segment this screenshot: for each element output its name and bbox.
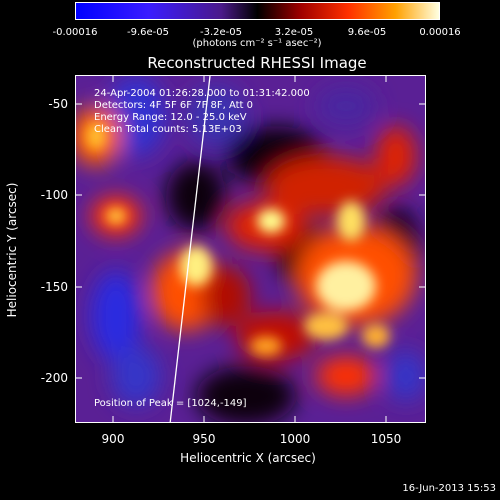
colorbar-units: (photons cm⁻² s⁻¹ asec⁻²)	[192, 38, 322, 49]
timestamp: 16-Jun-2013 15:53	[402, 483, 496, 494]
peak-position-label: Position of Peak = [1024,-149]	[94, 398, 247, 409]
rhessi-image	[76, 76, 425, 422]
info-time-range: 24-Apr-2004 01:26:28.000 to 01:31:42.000	[94, 88, 310, 99]
y-tick-label: -50	[48, 97, 68, 111]
colorbar-tick-label: 0.00016	[419, 27, 461, 38]
colorbar-tick-label: 3.2e-05	[274, 27, 314, 38]
y-tick-label: -200	[40, 371, 68, 385]
x-tick-label: 900	[101, 432, 125, 446]
info-detectors: Detectors: 4F 5F 6F 7F 8F, Att 0	[94, 100, 254, 111]
x-tick-label: 1000	[279, 432, 311, 446]
image-plot: 24-Apr-2004 01:26:28.000 to 01:31:42.000…	[75, 75, 426, 423]
x-tick-label: 950	[192, 432, 216, 446]
x-axis-label: Heliocentric X (arcsec)	[180, 451, 316, 465]
y-axis-label: Heliocentric Y (arcsec)	[5, 182, 19, 318]
solar-limb-line	[169, 76, 211, 422]
colorbar-tick-label: -3.2e-05	[200, 27, 242, 38]
info-energy-range: Energy Range: 12.0 - 25.0 keV	[94, 112, 247, 123]
x-tick-label: 1050	[370, 432, 402, 446]
colorbar-tick-label: -0.00016	[52, 27, 98, 38]
y-tick-label: -100	[40, 188, 68, 202]
y-tick-label: -150	[40, 280, 68, 294]
colorbar-tick-label: -9.6e-05	[127, 27, 169, 38]
plot-title: Reconstructed RHESSI Image	[147, 54, 367, 72]
info-clean-counts: Clean Total counts: 5.13E+03	[94, 124, 242, 135]
colorbar	[75, 2, 440, 20]
colorbar-tick-label: 9.6e-05	[347, 27, 387, 38]
